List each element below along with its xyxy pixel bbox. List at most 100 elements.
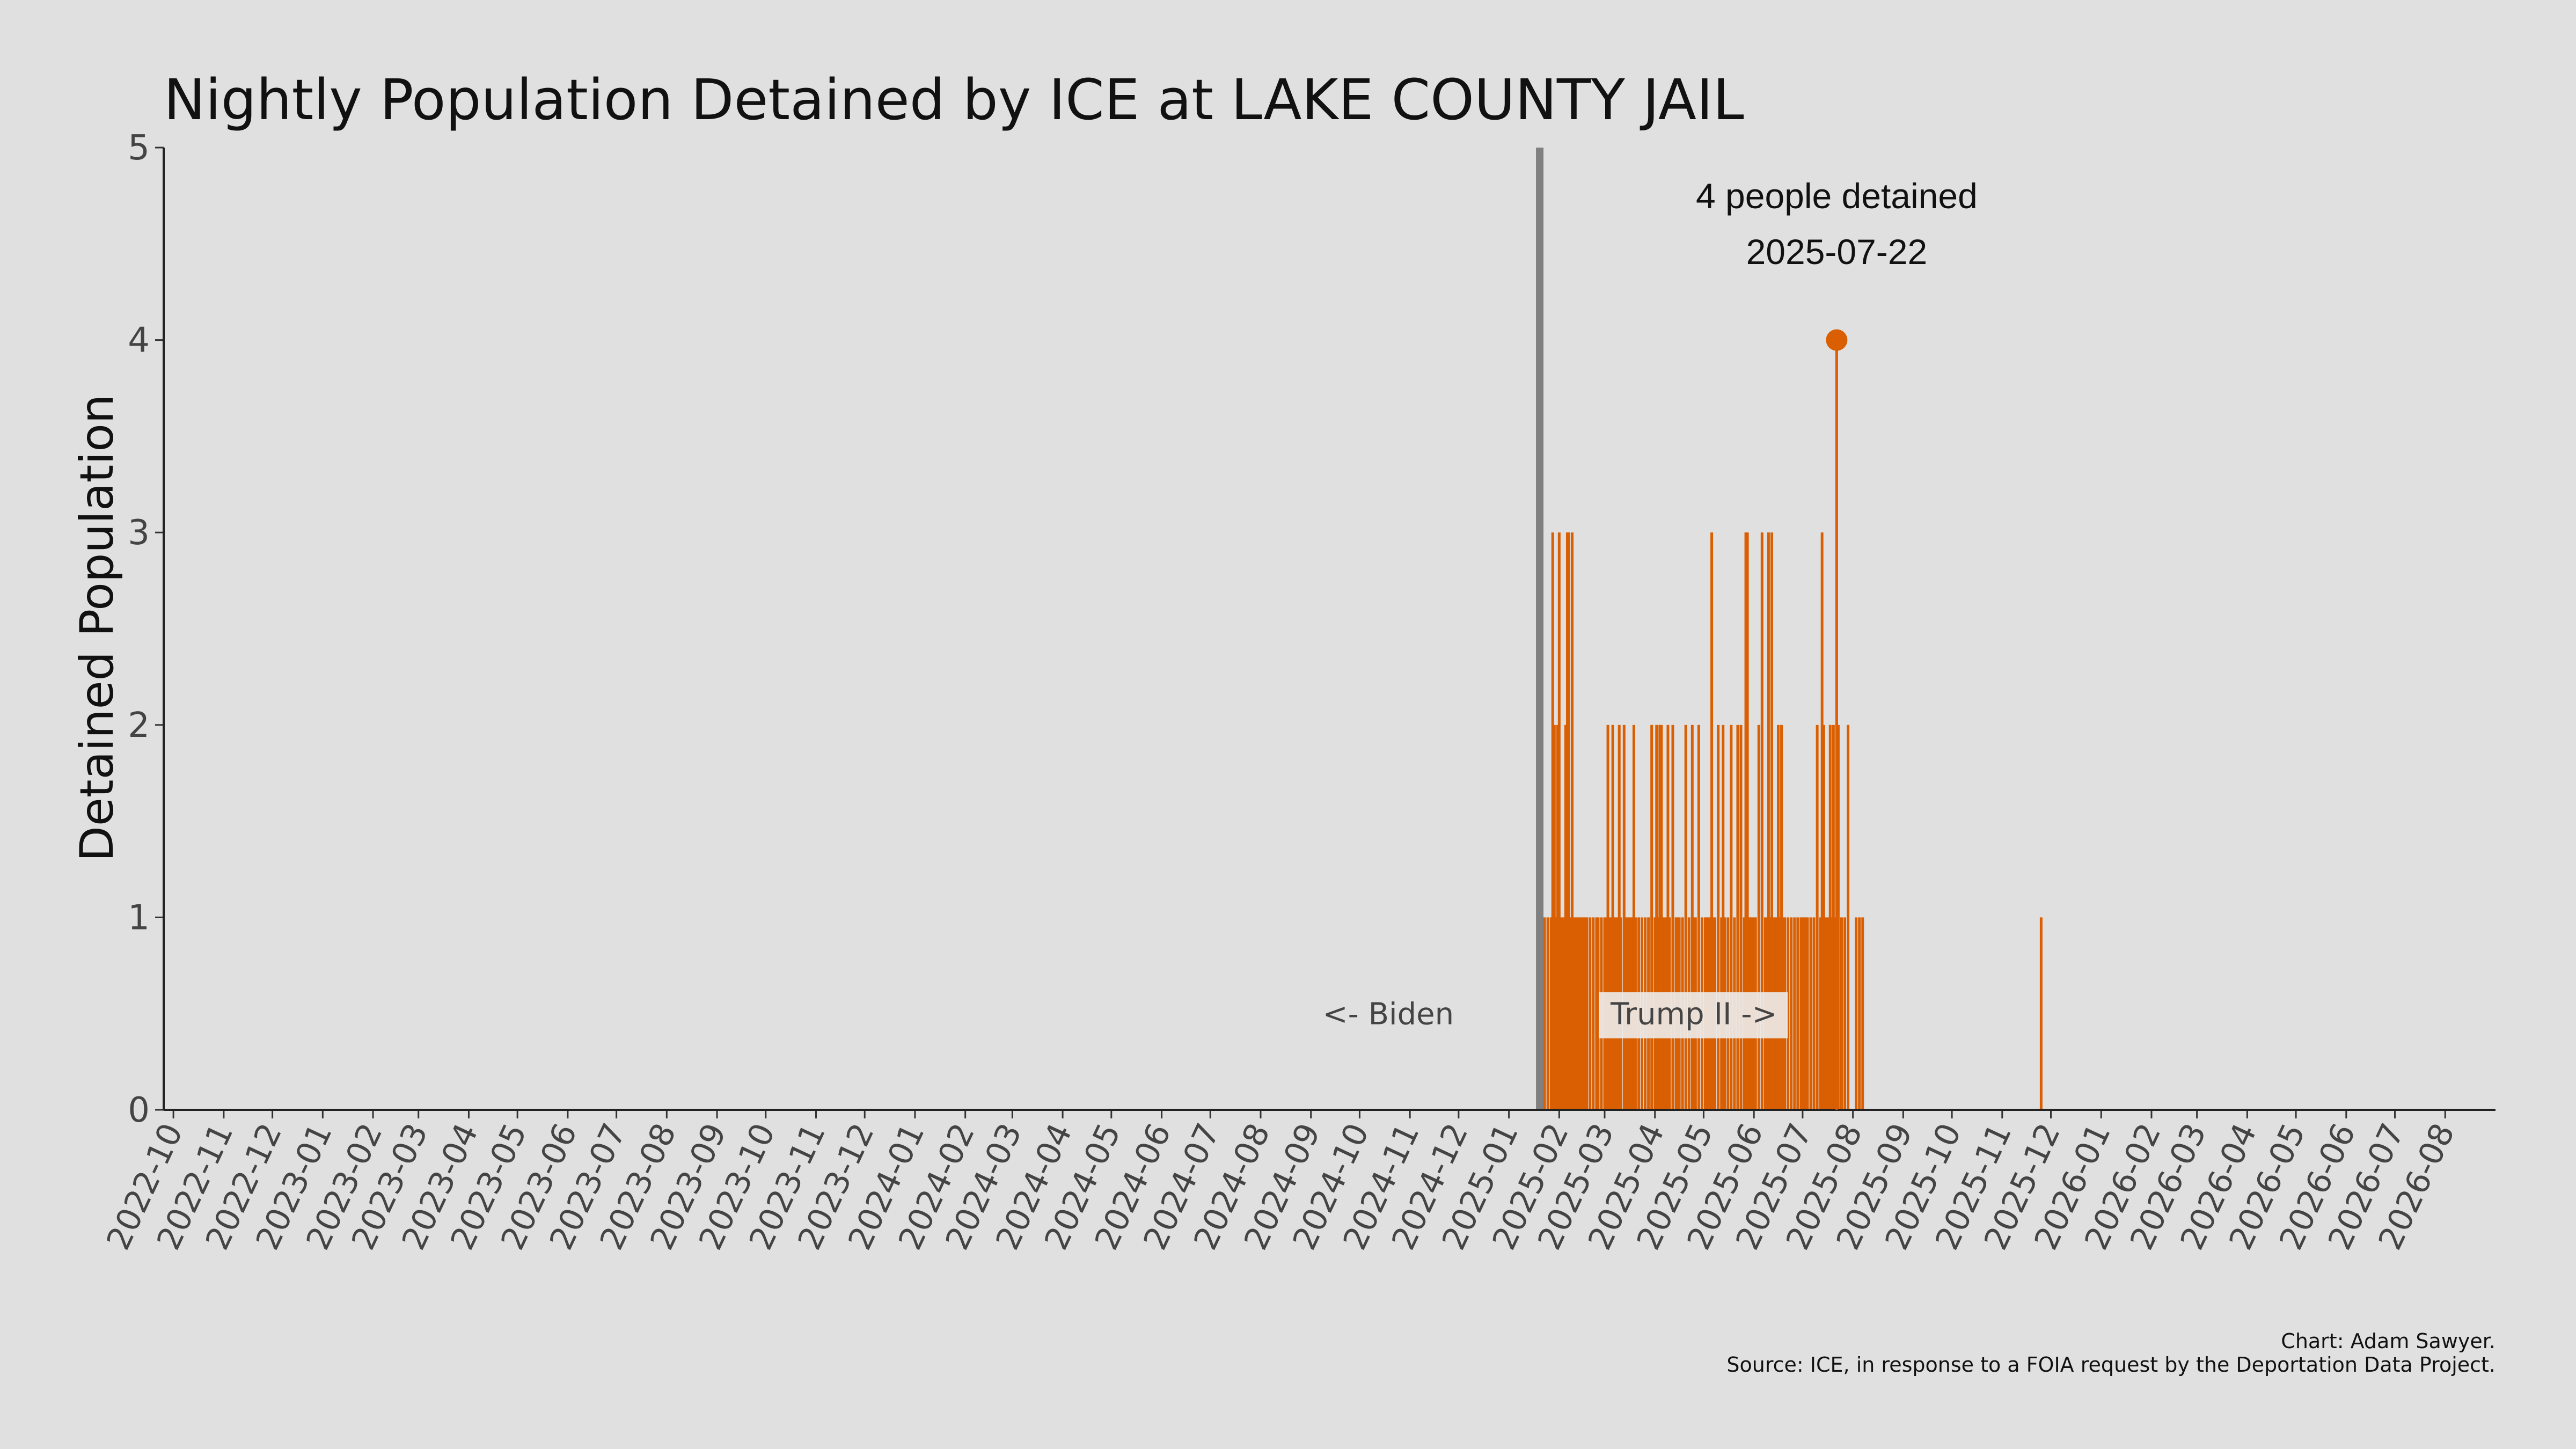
y-ticks: 0 1 2 3 4 5	[128, 128, 164, 1130]
peak-annotation-date: 2025-07-22	[1746, 232, 1928, 272]
bar	[1806, 917, 1809, 1110]
y-tick-label: 0	[128, 1091, 150, 1130]
bar	[1825, 917, 1828, 1110]
bar	[1579, 917, 1582, 1110]
y-tick-label: 2	[128, 706, 150, 745]
bar	[1809, 917, 1812, 1110]
y-tick-label: 5	[128, 128, 150, 168]
bar	[1576, 917, 1579, 1110]
bar	[1606, 724, 1609, 1110]
bar	[1780, 724, 1783, 1110]
bar	[1632, 724, 1635, 1110]
bar	[1666, 724, 1670, 1110]
bar	[1564, 724, 1567, 1110]
bar	[1717, 724, 1720, 1110]
bar	[1557, 532, 1561, 1110]
credit-source: Source: ICE, in response to a FOIA reque…	[1726, 1353, 2496, 1377]
bar	[1611, 724, 1614, 1110]
bar	[1592, 917, 1595, 1110]
chart-title: Nightly Population Detained by ICE at LA…	[164, 67, 1744, 133]
bar	[1819, 917, 1822, 1110]
bar	[1832, 724, 1835, 1110]
y-tick-label: 1	[128, 898, 150, 938]
bar	[1736, 724, 1739, 1110]
bar	[1618, 724, 1621, 1110]
era-label-biden: <- Biden	[1323, 997, 1454, 1032]
bar	[1843, 917, 1847, 1110]
bar	[1770, 532, 1773, 1110]
credit-author: Chart: Adam Sawyer.	[2281, 1329, 2496, 1353]
bar	[1793, 917, 1796, 1110]
bar	[1822, 724, 1825, 1110]
bar	[1650, 724, 1653, 1110]
bar	[1597, 917, 1600, 1110]
peak-annotation-count: 4 people detained	[1696, 176, 1978, 216]
bar	[1803, 917, 1806, 1110]
bar	[1828, 724, 1832, 1110]
bar	[1739, 724, 1743, 1110]
bar	[1561, 917, 1564, 1110]
bar	[1824, 917, 1827, 1110]
bar	[1671, 724, 1674, 1110]
bar	[1556, 724, 1559, 1110]
bar	[1658, 724, 1662, 1110]
bar	[1757, 724, 1760, 1110]
y-axis-label: Detained Population	[70, 394, 124, 862]
bar	[1684, 724, 1687, 1110]
bar	[1820, 532, 1824, 1110]
bar	[1574, 917, 1577, 1110]
bar	[1562, 917, 1565, 1110]
bar	[1565, 532, 1569, 1110]
bar	[1571, 532, 1574, 1110]
y-tick-label: 4	[128, 321, 150, 361]
bar	[1816, 724, 1819, 1110]
era-label-trump: Trump II ->	[1610, 997, 1777, 1032]
bar	[1690, 724, 1694, 1110]
peak-marker	[1826, 329, 1848, 351]
y-tick-label: 3	[128, 513, 150, 553]
bar	[1767, 532, 1770, 1110]
bar	[1830, 917, 1833, 1110]
bar	[1553, 724, 1556, 1110]
bar	[1840, 917, 1843, 1110]
bar	[1554, 917, 1557, 1110]
bar	[1710, 532, 1714, 1110]
bar	[1858, 917, 1861, 1110]
bar	[1744, 532, 1747, 1110]
bar	[1569, 917, 1572, 1110]
bar	[1777, 724, 1780, 1110]
bar	[1585, 917, 1589, 1110]
bar	[1861, 917, 1864, 1110]
bar	[1804, 917, 1807, 1110]
bar	[1549, 917, 1553, 1110]
bar	[1801, 917, 1804, 1110]
bar	[2039, 917, 2043, 1110]
bar	[1760, 532, 1763, 1110]
bar	[1722, 724, 1725, 1110]
bar	[1589, 917, 1592, 1110]
bar	[1543, 917, 1546, 1110]
bar	[1595, 917, 1598, 1110]
bar	[1796, 917, 1799, 1110]
x-ticks: 2022-102022-112022-122023-012023-022023-…	[99, 1110, 2462, 1256]
bar	[1697, 724, 1700, 1110]
bar	[1799, 917, 1803, 1110]
bar	[1787, 917, 1790, 1110]
bar	[1812, 917, 1816, 1110]
bar	[1584, 917, 1587, 1110]
bar	[1559, 917, 1562, 1110]
bar	[1746, 532, 1749, 1110]
bar	[1546, 917, 1549, 1110]
bar	[1655, 724, 1658, 1110]
bar	[1582, 917, 1585, 1110]
bar	[1622, 724, 1626, 1110]
bar	[1577, 917, 1580, 1110]
bar	[1833, 917, 1836, 1110]
bar	[1855, 917, 1858, 1110]
bar	[1580, 917, 1584, 1110]
bar	[1847, 724, 1850, 1110]
bar	[1567, 532, 1570, 1110]
bar	[1730, 724, 1733, 1110]
bar	[1836, 724, 1840, 1110]
